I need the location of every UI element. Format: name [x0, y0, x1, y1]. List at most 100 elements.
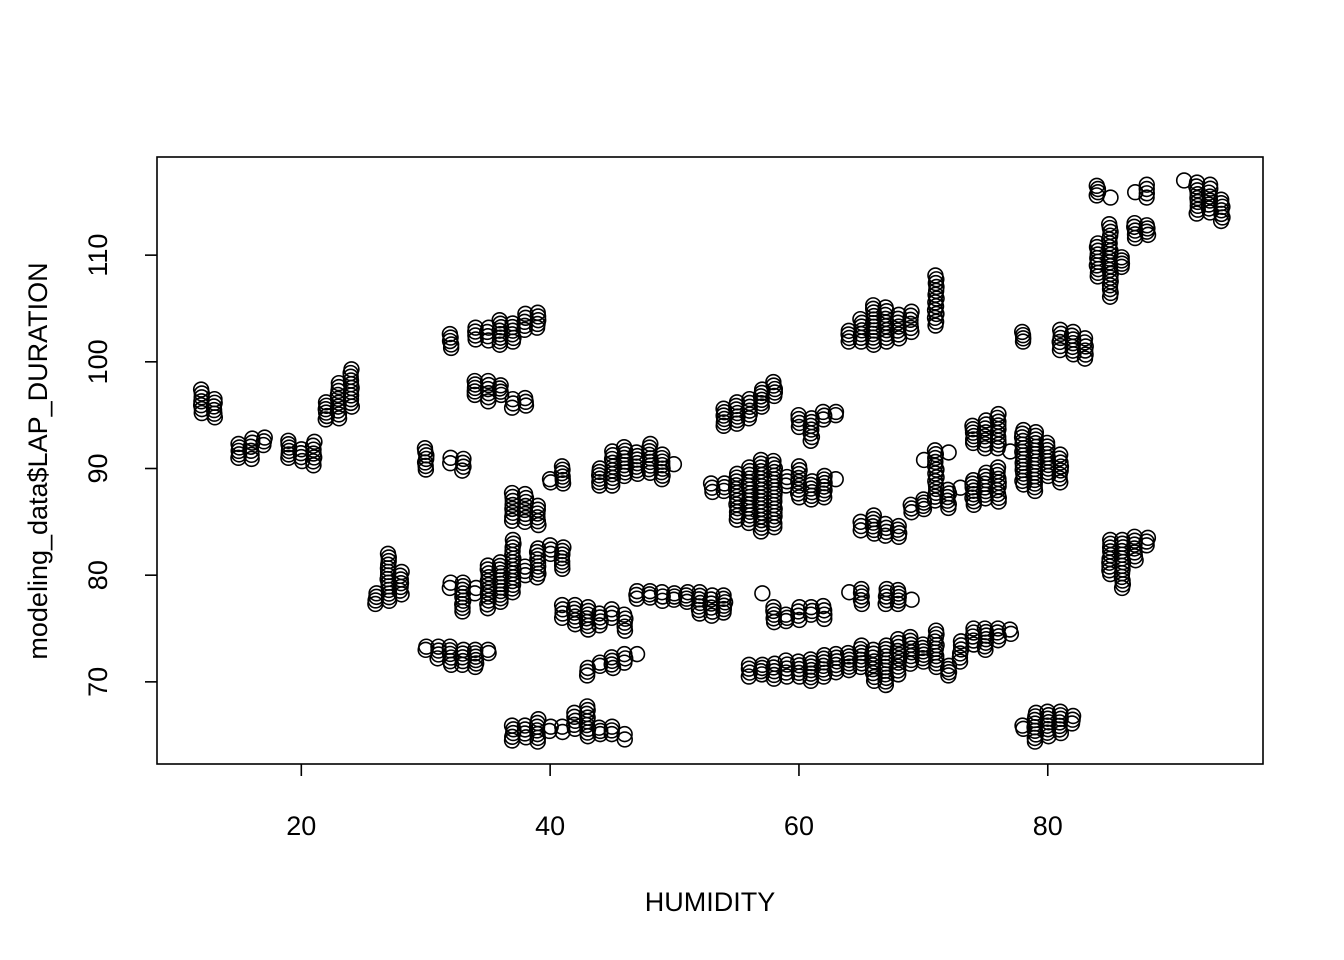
data-point: [491, 312, 508, 329]
data-point: [765, 373, 782, 391]
data-point: [790, 410, 807, 428]
data-point: [516, 389, 534, 407]
data-point: [864, 297, 882, 314]
data-point: [889, 581, 907, 599]
y-tick-label: 110: [83, 234, 113, 277]
data-point: [479, 557, 497, 574]
data-point: [1088, 177, 1105, 195]
data-point: [765, 598, 782, 616]
data-point: [827, 403, 845, 421]
data-point: [504, 531, 522, 549]
data-point: [903, 303, 920, 320]
y-tick-label: 70: [83, 667, 113, 697]
data-point: [479, 641, 497, 659]
data-point: [1138, 189, 1155, 206]
data-point: [802, 598, 820, 616]
data-point: [853, 580, 870, 598]
data-point: [1113, 249, 1130, 266]
data-point: [368, 585, 385, 602]
data-point: [990, 417, 1007, 434]
y-tick-label: 90: [83, 453, 113, 483]
data-point: [1201, 176, 1219, 193]
data-point: [952, 633, 970, 650]
data-point: [902, 315, 919, 333]
data-point: [529, 304, 546, 321]
data-point: [816, 606, 833, 623]
data-point: [814, 403, 832, 421]
data-point: [1051, 446, 1069, 463]
data-point: [965, 624, 982, 641]
data-point: [778, 473, 796, 490]
data-point: [555, 539, 572, 556]
data-point: [553, 596, 571, 614]
data-point: [1102, 189, 1119, 206]
data-point: [778, 468, 796, 486]
data-point: [492, 377, 509, 394]
data-point: [1038, 434, 1056, 452]
data-point: [591, 605, 608, 622]
data-point: [890, 306, 907, 324]
data-point: [704, 587, 721, 604]
x-tick-label: 60: [784, 811, 814, 841]
data-point: [393, 563, 410, 581]
data-point: [926, 442, 944, 459]
data-point: [927, 267, 944, 284]
data-point: [516, 485, 534, 503]
data-point: [927, 453, 944, 471]
data-point: [230, 435, 247, 453]
data-point: [616, 731, 633, 748]
data-point: [827, 470, 844, 488]
data-point: [455, 450, 472, 468]
data-point: [480, 393, 497, 410]
data-point: [503, 484, 521, 502]
data-point: [553, 458, 571, 475]
data-point: [814, 597, 832, 615]
data-point: [317, 394, 335, 411]
data-point: [915, 491, 932, 508]
data-point: [1139, 529, 1157, 547]
data-point: [305, 445, 322, 462]
data-point: [765, 602, 782, 620]
data-point: [841, 584, 858, 601]
plot-frame: [156, 156, 1264, 765]
data-point: [990, 405, 1007, 423]
data-point: [1013, 323, 1031, 341]
data-point: [243, 450, 260, 468]
data-point: [579, 698, 596, 715]
data-point: [965, 472, 982, 489]
data-point: [951, 653, 969, 670]
y-tick-label: 80: [83, 560, 113, 590]
data-point: [442, 574, 459, 591]
data-point: [615, 606, 633, 623]
data-point: [940, 444, 957, 461]
data-point: [878, 580, 895, 598]
data-point: [952, 479, 969, 496]
data-point: [603, 718, 621, 735]
data-point: [1138, 537, 1155, 554]
data-point: [628, 645, 646, 663]
data-point: [430, 642, 447, 659]
data-point: [1188, 174, 1206, 191]
data-point: [529, 497, 547, 515]
data-point: [1039, 703, 1056, 720]
data-point: [816, 467, 833, 485]
points-layer: [192, 172, 1231, 750]
data-point: [467, 319, 484, 336]
data-point: [890, 517, 907, 535]
data-point: [877, 299, 894, 316]
data-point: [890, 650, 908, 667]
data-point: [1064, 707, 1082, 725]
data-point: [1202, 180, 1219, 197]
data-point: [504, 390, 521, 408]
data-point: [330, 410, 348, 427]
data-point: [865, 507, 882, 524]
x-axis: 20 40 60 80: [286, 764, 1063, 841]
data-point: [715, 587, 732, 604]
y-tick-label: 100: [83, 339, 113, 384]
data-point: [1102, 531, 1119, 549]
data-point: [989, 459, 1007, 476]
data-point: [816, 610, 833, 628]
data-point: [616, 725, 633, 743]
data-point: [741, 398, 758, 416]
